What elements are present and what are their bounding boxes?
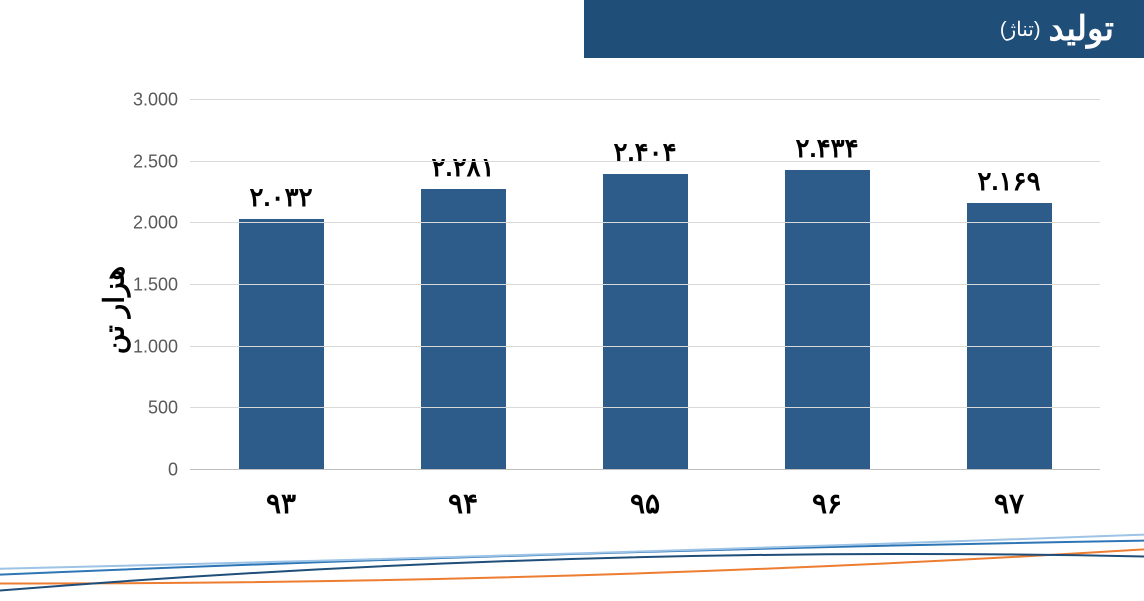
bar <box>421 189 506 470</box>
bar <box>967 203 1052 471</box>
gridline: 3.000 <box>190 99 1100 100</box>
bar <box>603 174 688 470</box>
bar-value-label: ۲.۱۶۹ <box>977 166 1040 197</box>
y-tick-label: 2.500 <box>133 151 190 172</box>
bar-group: ۲.۲۸۱ <box>388 152 538 470</box>
bar-group: ۲.۴۰۴ <box>570 137 720 470</box>
bars-group: ۲.۰۳۲ ۲.۲۸۱ ۲.۴۰۴ ۲.۴۳۴ ۲.۱۶۹ <box>190 100 1100 470</box>
bar-value-label: ۲.۴۰۴ <box>613 137 676 168</box>
x-axis-label: ۹۵ <box>570 487 720 520</box>
gridline: 500 <box>190 407 1100 408</box>
title-main: تولید <box>1049 9 1115 49</box>
gridline: 1.000 <box>190 346 1100 347</box>
x-labels: ۹۳ ۹۴ ۹۵ ۹۶ ۹۷ <box>190 487 1100 520</box>
y-tick-label: 1.500 <box>133 275 190 296</box>
bar-group: ۲.۴۳۴ <box>752 133 902 470</box>
bar-group: ۲.۰۳۲ <box>206 182 356 470</box>
bar-group: ۲.۱۶۹ <box>934 166 1084 471</box>
x-axis-label: ۹۷ <box>934 487 1084 520</box>
y-tick-label: 3.000 <box>133 90 190 111</box>
title-sub: (تناژ) <box>1000 17 1041 42</box>
gridline: 2.000 <box>190 222 1100 223</box>
x-axis-label: ۹۳ <box>206 487 356 520</box>
gridline: 0 <box>190 469 1100 470</box>
bar <box>785 170 870 470</box>
title-banner: تولید (تناژ) <box>584 0 1144 58</box>
x-axis-label: ۹۴ <box>388 487 538 520</box>
y-tick-label: 2.000 <box>133 213 190 234</box>
gridline: 1.500 <box>190 284 1100 285</box>
y-tick-label: 1.000 <box>133 336 190 357</box>
y-tick-label: 0 <box>168 460 190 481</box>
gridline: 2.500 <box>190 161 1100 162</box>
bar-value-label: ۲.۲۸۱ <box>431 152 494 183</box>
plot-area: ۲.۰۳۲ ۲.۲۸۱ ۲.۴۰۴ ۲.۴۳۴ ۲.۱۶۹ 0 500 1.000 1.500… <box>190 100 1100 470</box>
bar-value-label: ۲.۴۳۴ <box>795 133 858 164</box>
bar-value-label: ۲.۰۳۲ <box>249 182 312 213</box>
y-tick-label: 500 <box>148 398 190 419</box>
x-axis-label: ۹۶ <box>752 487 902 520</box>
y-axis-label: هزار تن <box>98 266 131 354</box>
chart-container: هزار تن ۲.۰۳۲ ۲.۲۸۱ ۲.۴۰۴ ۲.۴۳۴ ۲.۱۶۹ 0 500 1.… <box>80 100 1100 520</box>
